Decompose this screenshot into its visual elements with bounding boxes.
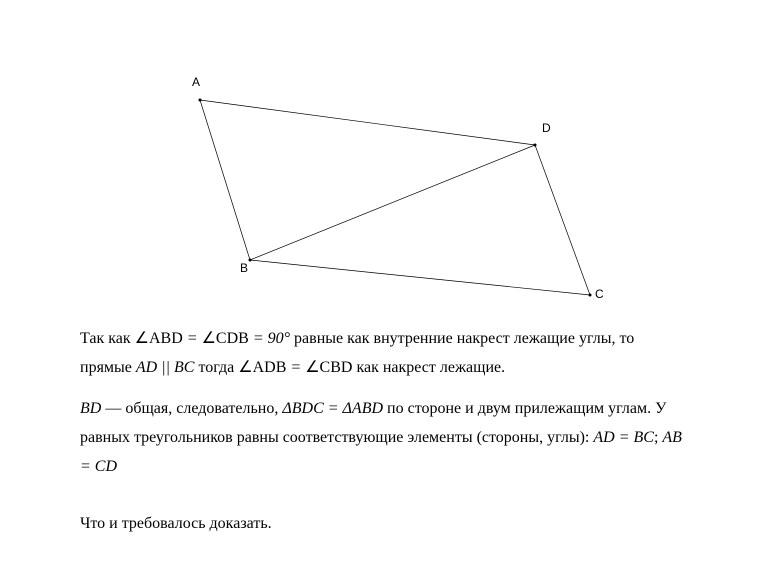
edge-BD xyxy=(250,145,535,260)
eq-op: = xyxy=(249,330,268,347)
vertex-label-A: A xyxy=(192,75,200,89)
vertex-label-B: B xyxy=(240,261,248,275)
triangle-bdc: ΔBDC xyxy=(282,400,323,417)
math-expr: ∠ABD = ∠CDB = 90° xyxy=(135,330,294,347)
segment-cd: CD xyxy=(95,458,117,475)
eq-op: = xyxy=(615,429,634,446)
vertex-B xyxy=(249,259,252,262)
text-run: тогда xyxy=(198,359,238,376)
angle-adb: ∠ADB xyxy=(238,359,286,376)
page: ABCD Так как ∠ABD = ∠CDB = 90° равные ка… xyxy=(0,0,765,588)
angle-cdb: ∠CDB xyxy=(202,330,249,347)
vertex-A xyxy=(199,99,202,102)
triangle-abd: ΔABD xyxy=(343,400,384,417)
edge-DC xyxy=(535,145,590,295)
text-run: Что и требовалось доказать. xyxy=(80,515,272,532)
vertex-D xyxy=(534,144,537,147)
eq-op: = xyxy=(286,359,305,376)
text-run: — общая, следовательно, xyxy=(105,400,282,417)
text-run: как накрест лежащие. xyxy=(356,359,505,376)
text-run: Так как xyxy=(80,330,135,347)
edge-BC xyxy=(250,260,590,295)
proof-paragraph-1: Так как ∠ABD = ∠CDB = 90° равные как вну… xyxy=(80,325,690,383)
eq-op: = xyxy=(324,400,343,417)
math-expr: ∠ADB = ∠CBD xyxy=(238,359,356,376)
math-expr: AD || BC xyxy=(136,359,195,376)
eq-op: = xyxy=(183,330,202,347)
edge-AD xyxy=(200,100,535,145)
vertex-C xyxy=(589,294,592,297)
segment-ad: AD xyxy=(593,429,614,446)
segment-ab: AB xyxy=(662,429,682,446)
proof-conclusion: Что и требовалось доказать. xyxy=(80,510,690,539)
geometry-diagram: A B C D xyxy=(130,70,630,310)
segment-bd: BD xyxy=(80,400,101,417)
diagram-svg: A B C D xyxy=(130,70,630,310)
edge-AB xyxy=(200,100,250,260)
angle-abd: ∠ABD xyxy=(135,330,183,347)
ninety-deg: 90° xyxy=(268,330,290,347)
vertex-label-D: D xyxy=(542,121,551,135)
proof-paragraph-2: BD — общая, следовательно, ΔBDC = ΔABD п… xyxy=(80,395,690,481)
vertex-label-C: C xyxy=(595,287,604,301)
eq-op: = xyxy=(80,458,95,475)
angle-cbd: ∠CBD xyxy=(305,359,352,376)
segment-bc: BC xyxy=(633,429,653,446)
